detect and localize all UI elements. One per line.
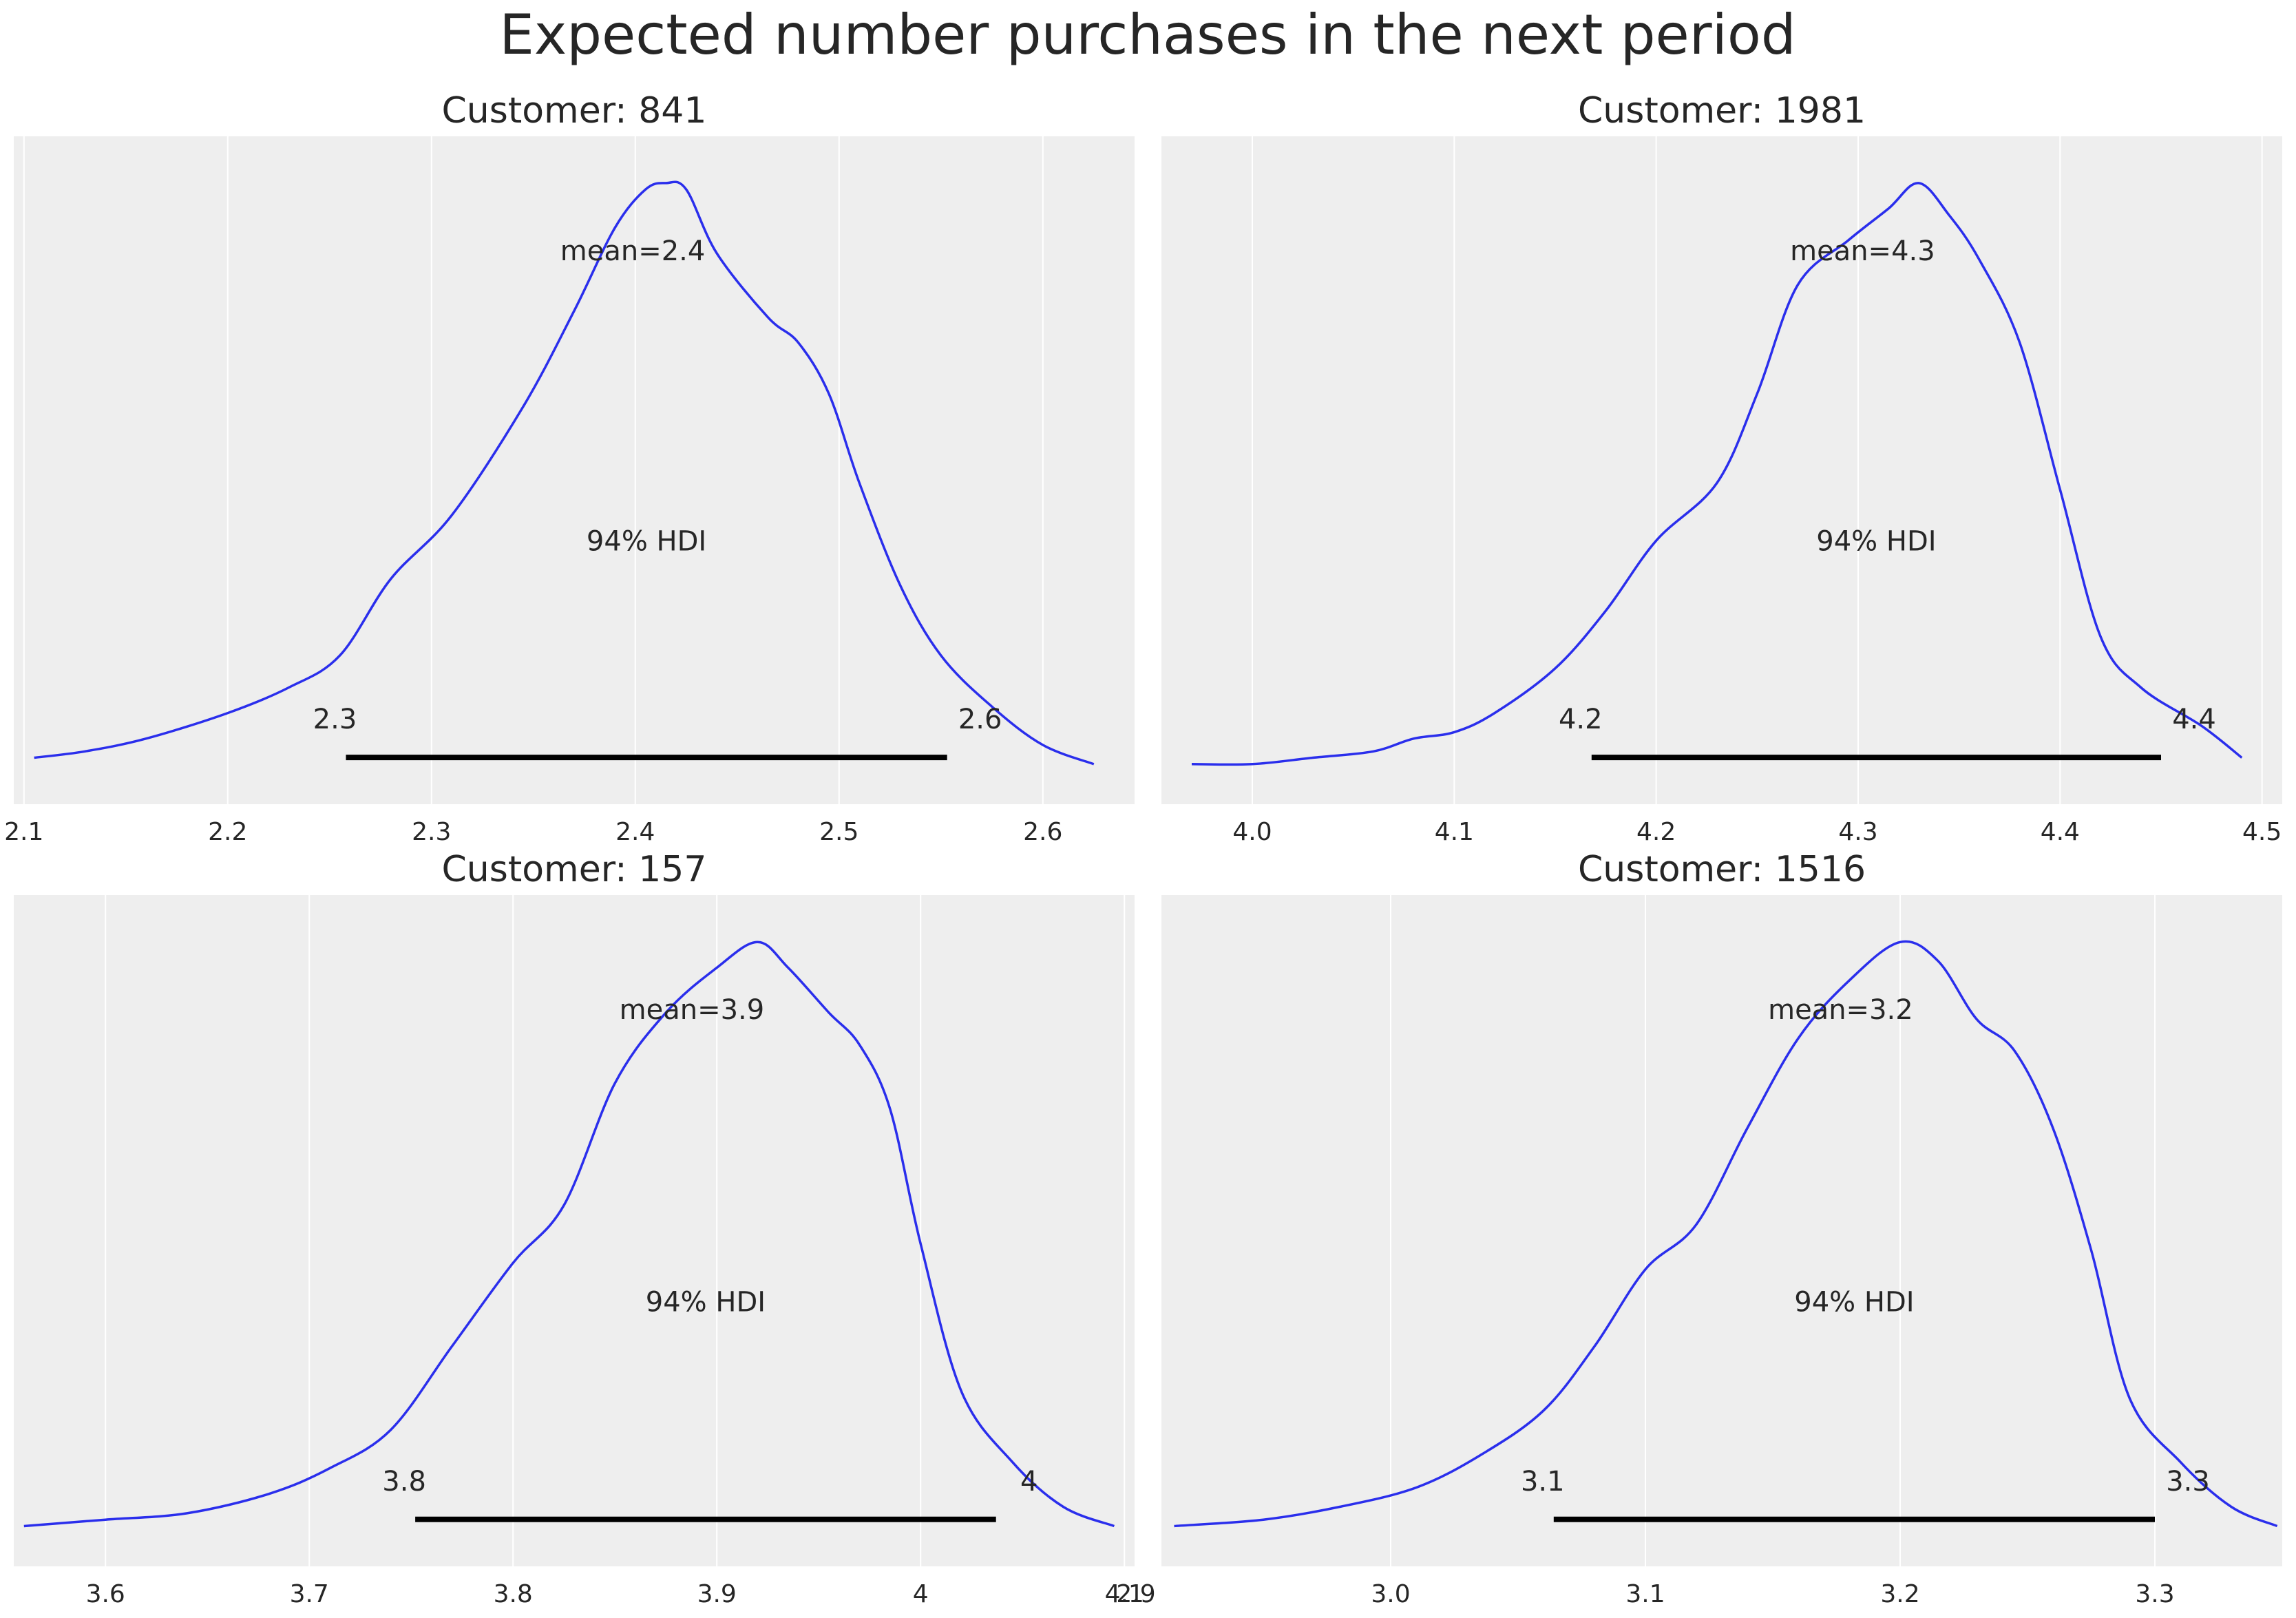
plot-area	[14, 895, 1135, 1566]
x-tick-label: 3.0	[1371, 1580, 1410, 1608]
hdi-upper-label: 4	[1020, 1466, 1038, 1498]
density-curve	[1174, 940, 2278, 1528]
x-tick-label: 3.8	[494, 1580, 533, 1608]
x-tick-label: 2.5	[819, 818, 859, 846]
mean-label: mean=3.9	[620, 994, 765, 1026]
hdi-upper-label: 2.6	[958, 704, 1002, 735]
hdi-lower-label: 3.1	[1521, 1466, 1565, 1498]
hdi-label: 94% HDI	[587, 525, 706, 557]
x-tick-label: 2.6	[1023, 818, 1062, 846]
x-tick-label: 2.2	[208, 818, 247, 846]
hdi-upper-label: 4.4	[2172, 704, 2216, 735]
x-tick-label: 3.3	[2135, 1580, 2174, 1608]
plot-area	[14, 136, 1135, 804]
x-tick-label: 3.1	[1625, 1580, 1665, 1608]
panels: 2.1 2.2 2.3 2.4 2.5 2.6 Customer: 841 2.3 2.6 94%…	[4, 90, 2282, 1608]
x-tick-label: 2.3	[412, 818, 451, 846]
mean-label: mean=4.3	[1790, 235, 1935, 267]
density-curve	[34, 180, 1095, 766]
x-tick-label: 4.0	[1232, 818, 1272, 846]
hdi-label: 94% HDI	[1794, 1287, 1914, 1318]
hdi-lower-label: 2.3	[313, 704, 357, 735]
hdi-label: 94% HDI	[1816, 525, 1936, 557]
figure-title: Expected number purchases in the next pe…	[499, 3, 1795, 67]
x-tick-label: 4.5	[2242, 818, 2282, 846]
x-tick-label: 4.2	[1636, 818, 1676, 846]
density-curve	[1191, 182, 2243, 766]
x-tick-label: 2.4	[615, 818, 655, 846]
x-tick-label: 3.6	[86, 1580, 125, 1608]
panel-2: 4.0 4.1 4.2 4.3 4.4 4.5 Customer: 1981 4.2 4.4 94…	[1161, 90, 2282, 846]
panel-title: Customer: 157	[442, 849, 707, 890]
x-tick-label: 2.1	[4, 818, 43, 846]
mean-label: mean=2.4	[560, 235, 706, 267]
plot-area	[1161, 895, 2282, 1566]
x-tick-label: 4.3	[1838, 818, 1877, 846]
x-tick-label: 3.7	[290, 1580, 329, 1608]
panel-1: 2.1 2.2 2.3 2.4 2.5 2.6 Customer: 841 2.3 2.6 94%…	[4, 90, 1135, 846]
hdi-lower-label: 3.8	[382, 1466, 426, 1498]
plot-area	[1161, 136, 2282, 804]
panel-title: Customer: 1516	[1578, 849, 1866, 890]
panel-4: 2.9 3.0 3.1 3.2 3.3 Customer: 1516 3.1 3.3 94% H…	[1116, 849, 2282, 1608]
mean-label: mean=3.2	[1768, 994, 1913, 1026]
x-tick-label: 4	[913, 1580, 929, 1608]
hdi-upper-label: 3.3	[2166, 1466, 2210, 1498]
hdi-label: 94% HDI	[646, 1287, 766, 1318]
panel-3: 3.6 3.7 3.8 3.9 4 4.1 Customer: 157 3.8 4 94% HDI…	[14, 849, 1144, 1608]
hdi-lower-label: 4.2	[1559, 704, 1603, 735]
x-tick-label: 2.9	[1116, 1580, 1155, 1608]
x-tick-label: 3.9	[697, 1580, 737, 1608]
panel-title: Customer: 841	[442, 90, 707, 132]
panel-title: Customer: 1981	[1578, 90, 1866, 132]
x-tick-label: 4.4	[2041, 818, 2080, 846]
x-tick-label: 4.1	[1105, 1580, 1144, 1608]
density-curve	[23, 941, 1115, 1528]
x-tick-label: 3.2	[1880, 1580, 1919, 1608]
x-tick-label: 4.1	[1435, 818, 1474, 846]
